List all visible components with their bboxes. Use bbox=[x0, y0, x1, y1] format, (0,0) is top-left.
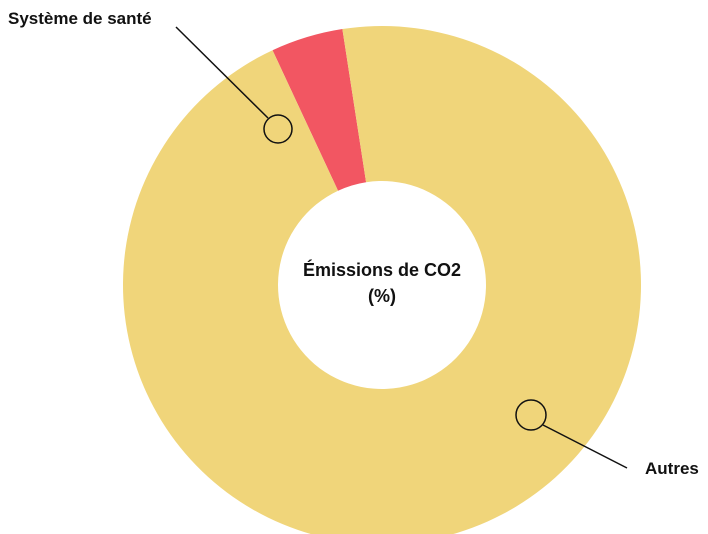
donut-slice-systeme-de-sante bbox=[272, 29, 367, 191]
callout-line-system-sante bbox=[175, 26, 269, 119]
slice-label-system-sante: Système de santé bbox=[8, 9, 152, 28]
callout-marker-autres bbox=[515, 399, 547, 431]
callout-line-autres bbox=[542, 424, 628, 469]
center-label-line-1: Émissions de CO2 bbox=[303, 259, 461, 280]
slice-label-autres: Autres bbox=[645, 459, 699, 478]
callout-system-sante: Système de santé bbox=[8, 9, 293, 144]
callout-autres: Autres bbox=[515, 399, 699, 478]
donut-slices bbox=[123, 26, 641, 534]
donut-slice-autres bbox=[123, 26, 641, 534]
center-label-line-2: (%) bbox=[368, 286, 396, 306]
center-label: Émissions de CO2 (%) bbox=[303, 259, 461, 306]
callout-marker-system-sante bbox=[263, 114, 293, 144]
